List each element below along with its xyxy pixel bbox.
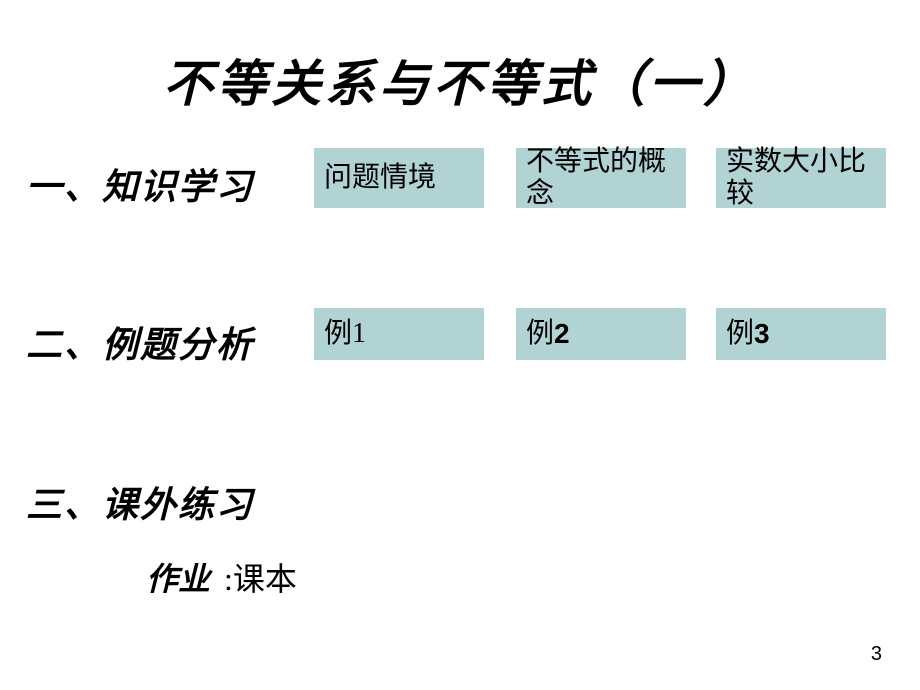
box-problem-context: 问题情境 [314, 148, 484, 208]
page-number: 3 [871, 643, 882, 666]
box-real-number-compare: 实数大小比较 [716, 148, 886, 208]
homework-label: 作业 [146, 554, 210, 600]
box-example-2: 例2 [516, 308, 686, 360]
homework-text: :课本 [224, 554, 297, 600]
slide-title: 不等关系与不等式（一） [0, 44, 920, 116]
box-inequality-concept: 不等式的概念 [516, 148, 686, 208]
box-example-3: 例3 [716, 308, 886, 360]
section-2-label: 二、例题分析 [26, 316, 254, 368]
box-example-1: 例1 [314, 308, 484, 360]
section-3-label: 三、课外练习 [26, 476, 254, 528]
section-1-label: 一、知识学习 [26, 158, 254, 210]
